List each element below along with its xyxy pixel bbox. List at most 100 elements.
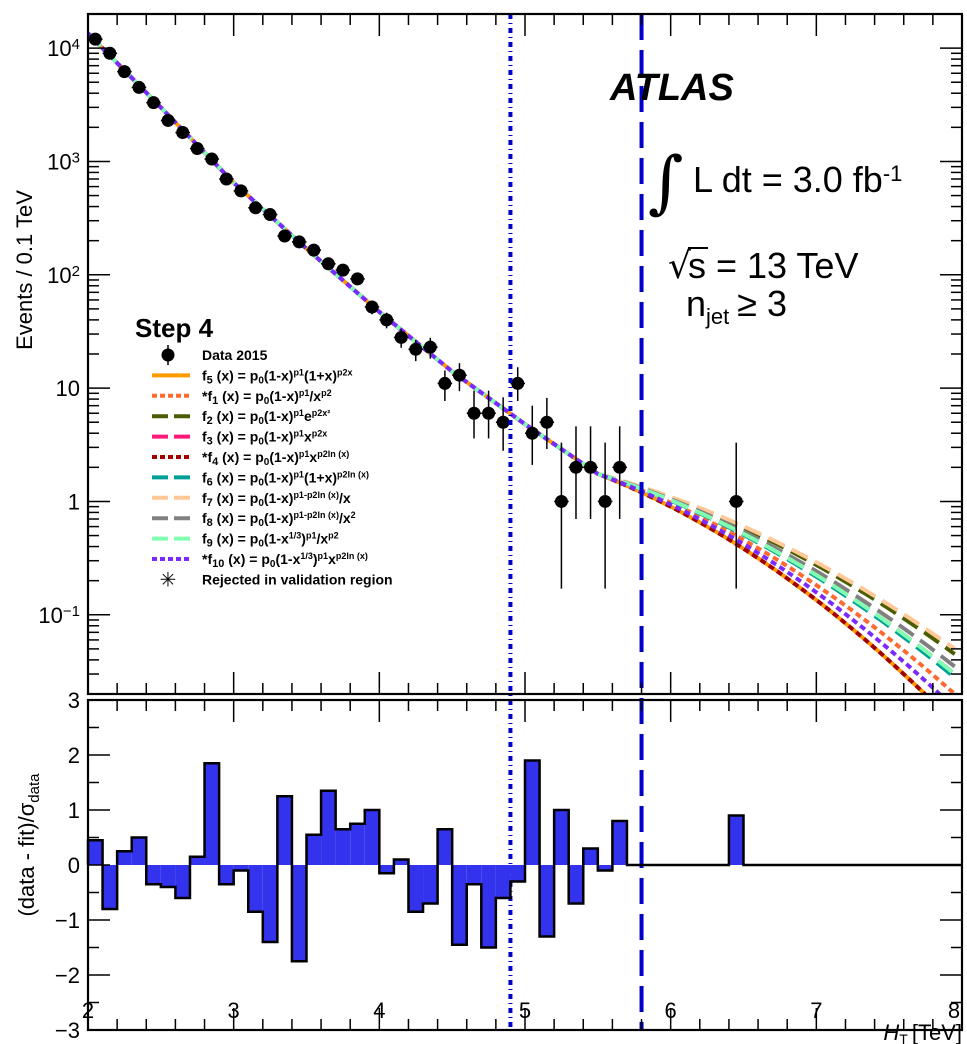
data-point xyxy=(584,460,598,474)
ratio-bar xyxy=(452,865,467,945)
ratio-bar xyxy=(160,865,176,887)
ratio-y-axis-label: (data - fit)/σdata xyxy=(14,773,43,917)
data-point xyxy=(613,460,627,474)
data-point xyxy=(554,494,568,508)
legend-rejected-marker: ✳ xyxy=(160,567,177,591)
ratio-bar xyxy=(408,865,424,912)
x-label-unit: [TeV] xyxy=(912,1020,962,1044)
ratio-bar xyxy=(262,865,278,942)
legend: Step 4 Data 2015 f5 (x) = p0(1-x)p1(1+x)p… xyxy=(135,313,393,591)
ratio-bar xyxy=(597,865,613,871)
ratio-bar xyxy=(117,851,132,865)
data-point xyxy=(292,235,306,249)
ratio-bar xyxy=(175,865,190,898)
data-point xyxy=(511,376,525,390)
x-tick-label: 5 xyxy=(519,998,531,1023)
data-point xyxy=(438,376,452,390)
ratio-bar xyxy=(728,815,744,865)
data-point xyxy=(467,406,481,420)
integral-sign: ∫ xyxy=(648,143,683,222)
ratio-bar xyxy=(306,834,322,865)
ratio-bar xyxy=(423,865,438,904)
ratio-bar xyxy=(612,821,627,865)
ratio-y-tick-label: −3 xyxy=(55,1018,80,1043)
data-point xyxy=(423,340,437,354)
data-point xyxy=(598,494,612,508)
atlas-annotations: ATLAS ∫ L dt = 3.0 fb-1 √ s = 13 TeV nje… xyxy=(609,67,902,329)
data-point xyxy=(205,152,219,166)
ratio-bar xyxy=(291,865,307,962)
x-tick-label: 6 xyxy=(665,998,677,1023)
ratio-y-tick-label: 3 xyxy=(68,688,80,713)
data-point xyxy=(88,32,102,46)
x-tick-label: 8 xyxy=(948,998,960,1023)
legend-data-label: Data 2015 xyxy=(202,347,268,363)
y-tick-label: 103 xyxy=(47,149,80,174)
y-tick-label: 10−1 xyxy=(38,603,80,628)
fit-curve-10 xyxy=(88,31,943,694)
ratio-bar xyxy=(495,865,511,898)
ratio-bar xyxy=(539,865,555,937)
ratio-bar xyxy=(248,865,263,912)
legend-label-5: *f4 (x) = p0(1-x)p1xp2ln (x) xyxy=(202,449,349,468)
ratio-bar xyxy=(525,760,540,865)
data-point xyxy=(525,426,539,440)
ratio-bar xyxy=(437,829,453,865)
ratio-bar xyxy=(335,829,351,865)
data-point xyxy=(103,46,117,60)
ratio-y-tick-label: 1 xyxy=(68,798,80,823)
ratio-bar xyxy=(379,865,394,874)
ratio-bar xyxy=(466,865,482,885)
fit-curves xyxy=(88,31,957,694)
data-point xyxy=(569,460,583,474)
lumi-label: L dt = 3.0 fb-1 xyxy=(693,159,902,200)
data-point xyxy=(336,263,350,277)
data-point xyxy=(190,142,204,156)
y-tick-label: 10 xyxy=(56,376,80,401)
x-axis-label: HT [TeV] xyxy=(883,1020,962,1044)
ratio-bar xyxy=(88,840,103,865)
y-tick-label: 1 xyxy=(68,489,80,514)
ratio-bar xyxy=(583,848,598,865)
legend-label-3: f2 (x) = p0(1-x)p1ep2x² xyxy=(202,408,330,427)
legend-label-4: f3 (x) = p0(1-x)p1xp2x xyxy=(202,428,327,447)
data-point xyxy=(482,406,496,420)
data-points xyxy=(88,32,744,589)
data-point xyxy=(321,257,335,271)
x-tick-label: 3 xyxy=(228,998,240,1023)
x-tick-label: 2 xyxy=(82,998,94,1023)
legend-label-8: f8 (x) = p0(1-x)p1-p2ln (x)/x2 xyxy=(202,510,356,529)
atlas-label: ATLAS xyxy=(609,67,734,109)
data-point xyxy=(176,126,190,140)
ratio-y-label-sub: data xyxy=(26,773,43,803)
ratio-bar xyxy=(393,859,409,865)
data-point xyxy=(219,172,233,186)
data-point xyxy=(540,415,554,429)
ratio-outline xyxy=(86,759,962,963)
ratio-bar xyxy=(510,865,525,882)
data-point xyxy=(496,415,510,429)
legend-rejected-label: Rejected in validation region xyxy=(202,571,393,587)
ratio-y-tick-label: −2 xyxy=(55,963,80,988)
legend-label-7: f7 (x) = p0(1-x)p1-p2ln (x)/x xyxy=(202,489,351,508)
energy-label: s = 13 TeV xyxy=(688,245,858,286)
data-point xyxy=(380,313,394,327)
legend-label-9: f9 (x) = p0(1-x1/3)p1/xp2 xyxy=(202,530,339,549)
fit-curve-9 xyxy=(88,31,956,676)
data-point xyxy=(147,96,161,110)
legend-label-10: *f10 (x) = p0(1-x1/3)p1xp2ln (x) xyxy=(202,551,368,570)
data-point xyxy=(234,184,248,198)
njet-label: njet ≥ 3 xyxy=(686,283,787,329)
data-point xyxy=(365,300,379,314)
data-point xyxy=(452,368,466,382)
fit-curve-2 xyxy=(88,31,957,694)
ratio-bar xyxy=(481,865,496,948)
x-tick-label: 4 xyxy=(373,998,385,1023)
data-point xyxy=(249,201,263,215)
ratio-bar xyxy=(554,810,569,865)
ratio-bar xyxy=(364,810,380,865)
ratio-bar xyxy=(568,865,584,904)
ratio-bar xyxy=(102,865,118,909)
ratio-y-tick-label: 2 xyxy=(68,743,80,768)
